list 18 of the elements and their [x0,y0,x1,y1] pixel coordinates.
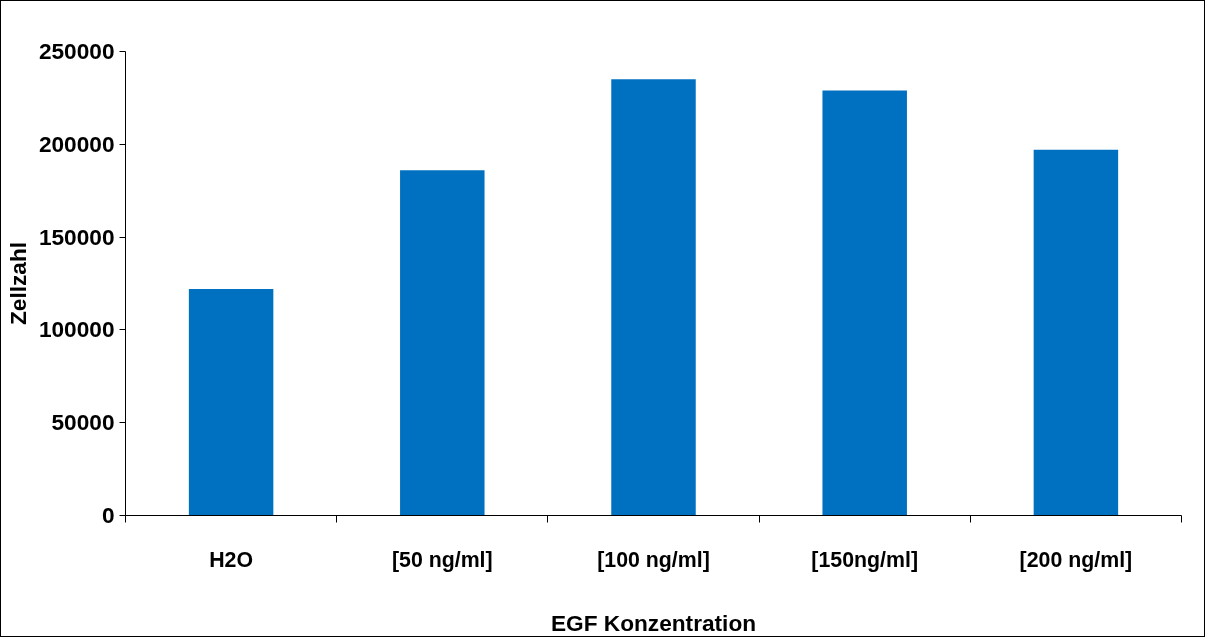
bar [611,79,696,516]
bar [822,90,907,516]
x-tick-label: [50 ng/ml] [391,547,493,572]
bar [400,170,485,516]
x-tick-label: [100 ng/ml] [597,547,710,572]
bar [188,289,274,516]
y-tick-label: 200000 [38,130,115,157]
x-tick-label: [150ng/ml] [811,547,919,572]
y-tick-label: 0 [101,502,115,528]
bar [1033,149,1119,516]
x-tick-label: [200 ng/ml] [1019,547,1133,572]
x-tick-label: H2O [209,547,254,572]
y-tick-label: 150000 [38,223,115,250]
y-tick-label: 100000 [38,316,115,343]
y-axis-title: Zellzahl [4,241,31,326]
y-tick-label: 250000 [38,38,115,64]
x-axis-title: EGF Konzentration [550,609,757,636]
y-tick-label: 50000 [51,409,115,436]
